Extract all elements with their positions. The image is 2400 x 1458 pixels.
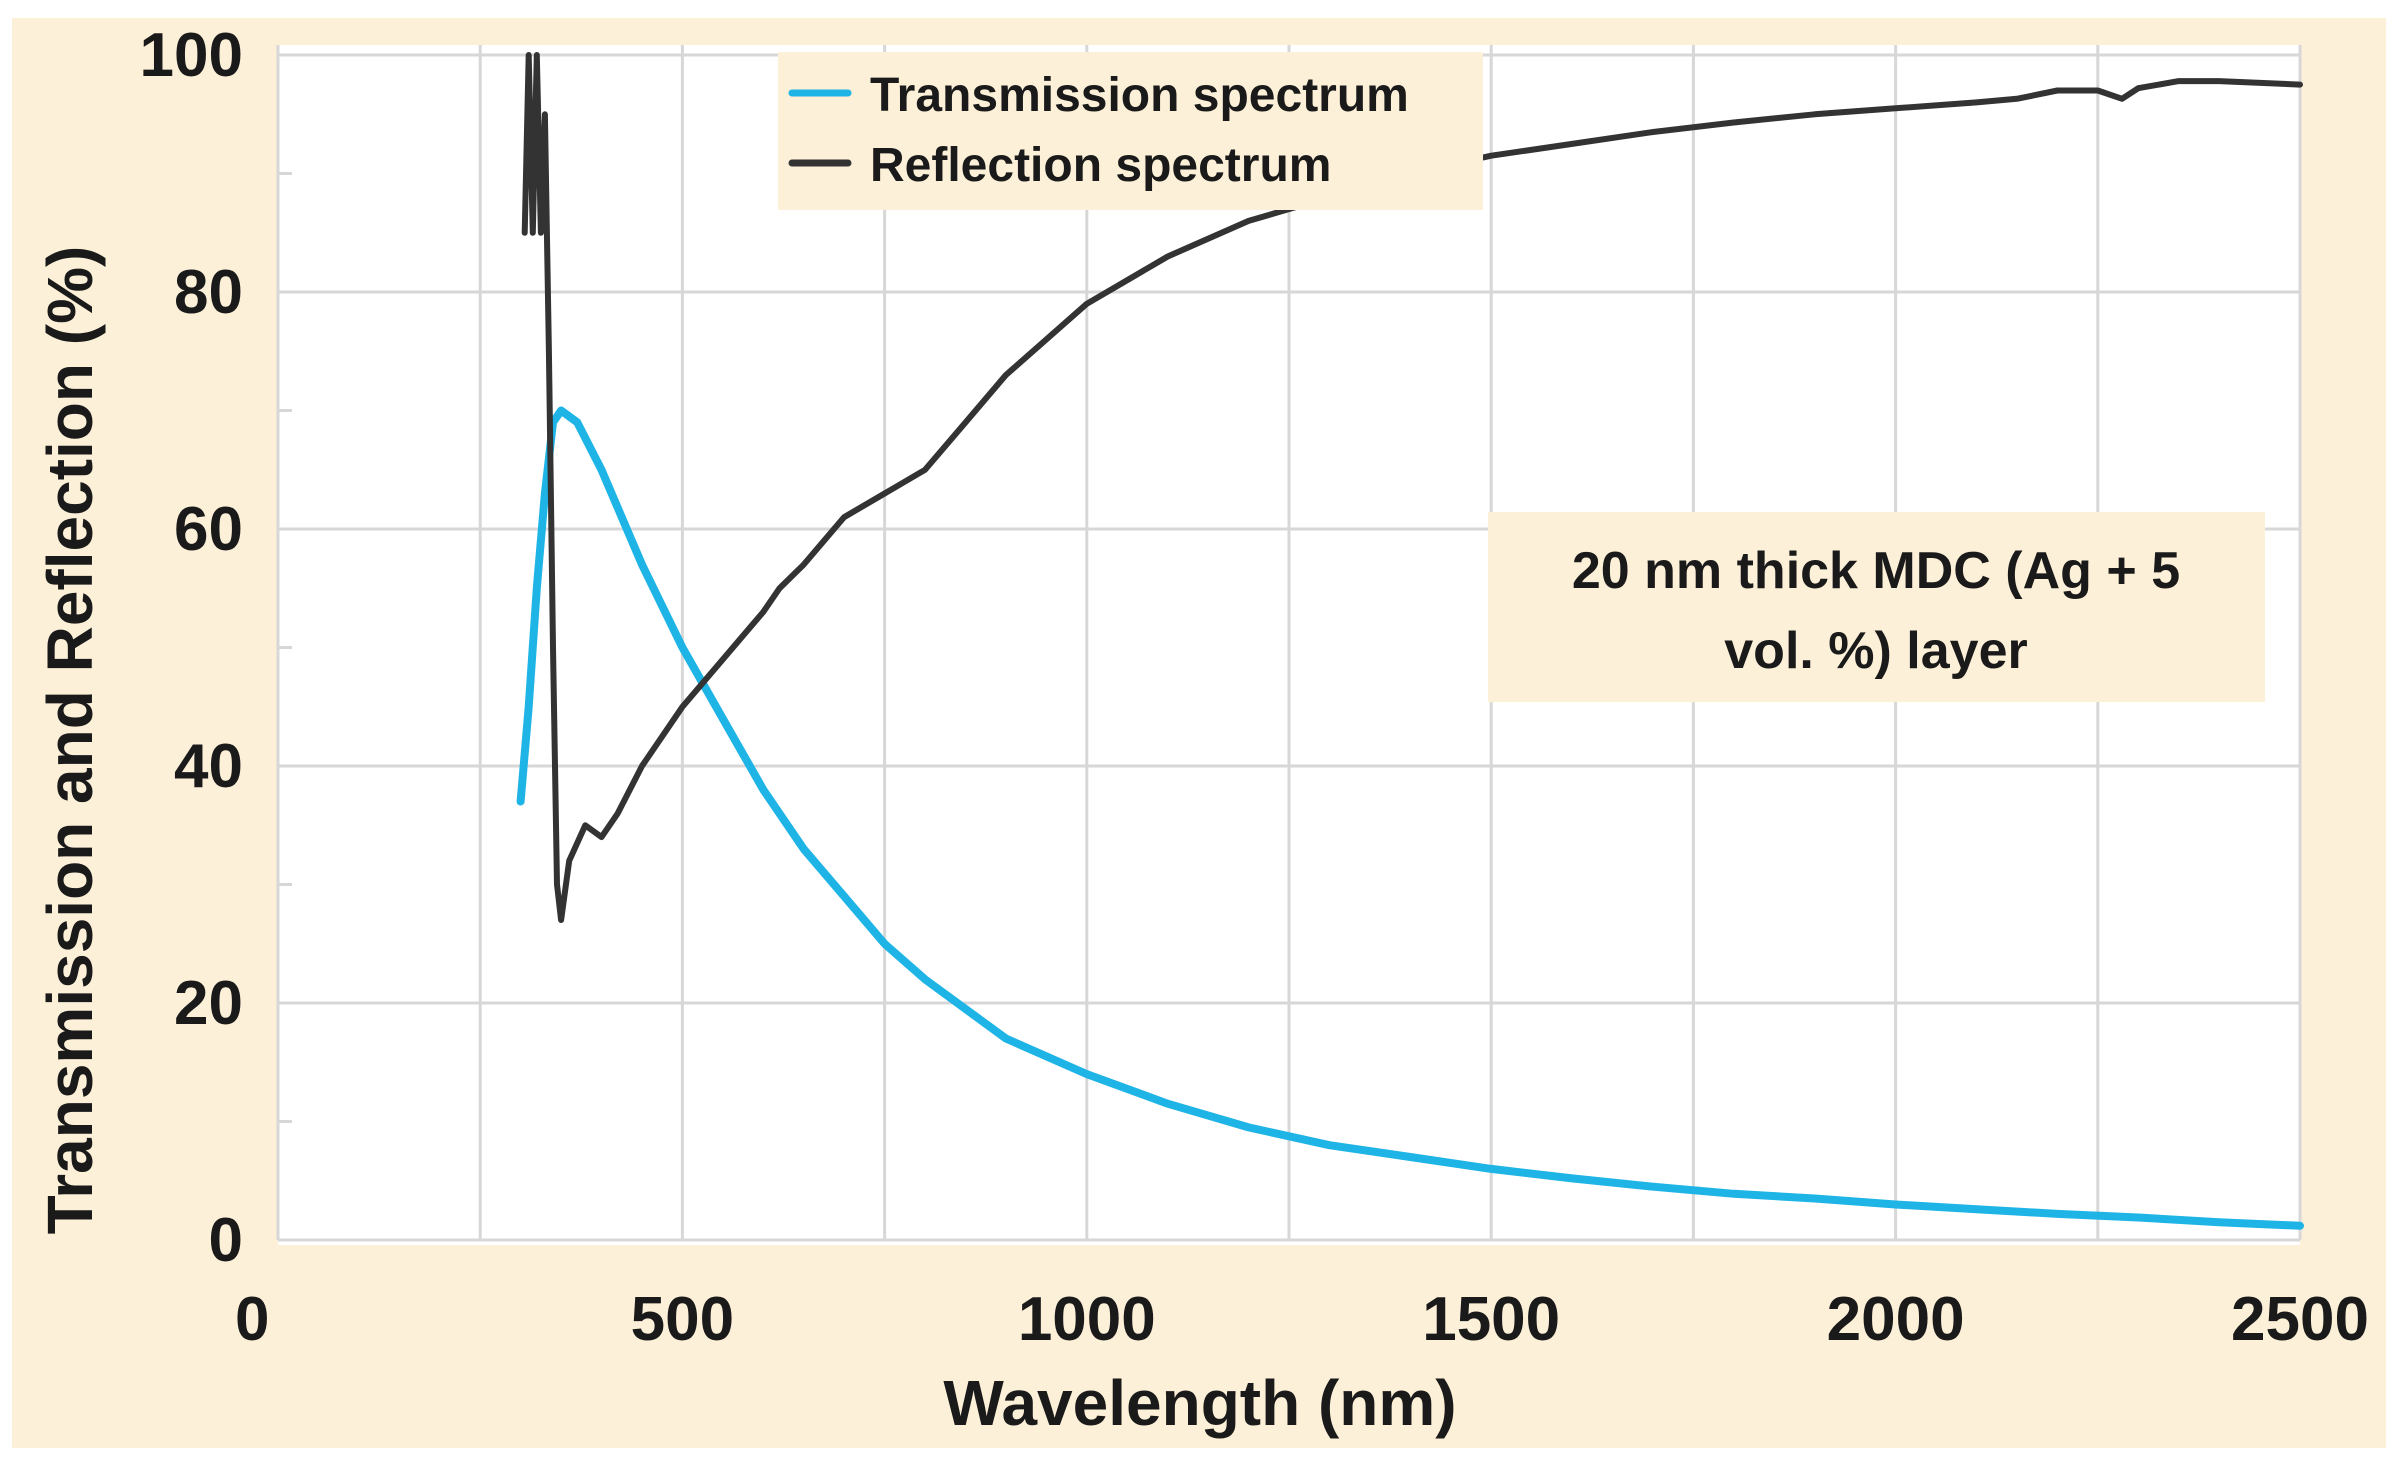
annotation-line-1: 20 nm thick MDC (Ag + 5 <box>1572 542 2180 600</box>
reflection-spectrum-line <box>521 52 2303 923</box>
y-tick-label-80: 80 <box>174 258 243 327</box>
x-axis-title: Wavelength (nm) <box>943 1367 1456 1439</box>
legend-label-transmission: Transmission spectrum <box>870 69 1409 122</box>
x-tick-label-0: 0 <box>235 1285 269 1354</box>
y-tick-label-20: 20 <box>174 969 243 1038</box>
legend-label-reflection: Reflection spectrum <box>870 139 1331 192</box>
legend: Transmission spectrum Reflection spectru… <box>778 52 1483 210</box>
x-tick-label-2000: 2000 <box>1827 1285 1965 1354</box>
y-tick-label-0: 0 <box>209 1206 243 1275</box>
annotation-box: 20 nm thick MDC (Ag + 5 vol. %) layer <box>1488 512 2265 702</box>
y-tick-label-60: 60 <box>174 495 243 564</box>
y-tick-label-100: 100 <box>140 21 243 90</box>
transmission-spectrum-line <box>516 406 2304 1230</box>
x-tick-label-500: 500 <box>631 1285 734 1354</box>
annotation-line-2: vol. %) layer <box>1724 622 2027 680</box>
x-tick-label-1000: 1000 <box>1018 1285 1156 1354</box>
y-axis-title: Transmission and Reflection (%) <box>34 246 106 1235</box>
x-tick-label-1500: 1500 <box>1422 1285 1560 1354</box>
y-tick-labels: 0 20 40 60 80 100 <box>140 21 243 1275</box>
annotation-background <box>1488 512 2265 702</box>
legend-box <box>778 52 1483 210</box>
y-gridlines <box>278 53 2300 1242</box>
x-tick-labels: 0 500 1000 1500 2000 2500 <box>235 1285 2369 1354</box>
series-layer <box>516 52 2304 1230</box>
y-tick-label-40: 40 <box>174 732 243 801</box>
x-tick-label-2500: 2500 <box>2231 1285 2369 1354</box>
